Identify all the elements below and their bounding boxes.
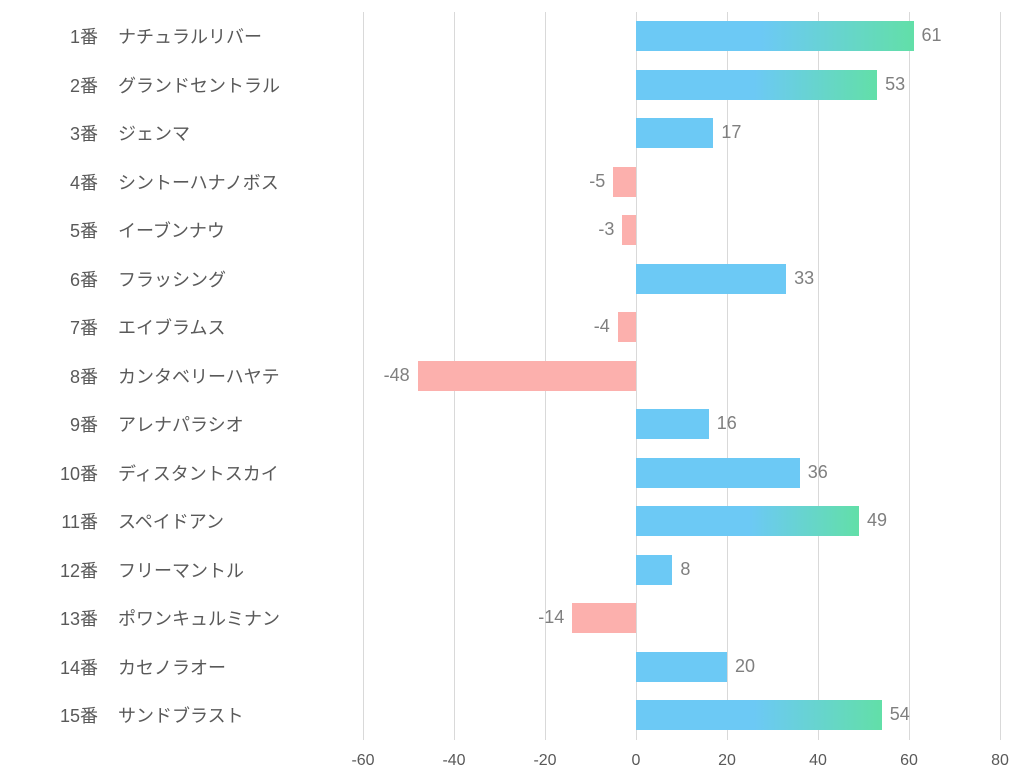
row-number: 5番 [38, 217, 98, 243]
row-name: アレナパラシオ [118, 411, 244, 437]
row-name: ポワンキュルミナン [118, 605, 280, 631]
bar [636, 70, 877, 100]
row-label: 12番フリーマントル [38, 557, 244, 583]
row-label: 11番スペイドアン [38, 508, 224, 534]
row-number: 3番 [38, 120, 98, 146]
gridline [909, 12, 910, 740]
value-label: -48 [384, 365, 410, 386]
row-label: 8番カンタベリーハヤテ [38, 363, 280, 389]
value-label: -4 [594, 316, 610, 337]
bar [636, 555, 672, 585]
value-label: 20 [735, 656, 755, 677]
row-label: 4番シントーハナノボス [38, 169, 279, 195]
row-name: サンドブラスト [118, 702, 244, 728]
row-number: 6番 [38, 266, 98, 292]
x-tick-label: 40 [809, 752, 827, 770]
row-label: 14番カセノラオー [38, 654, 226, 680]
row-name: フラッシング [118, 266, 226, 292]
value-label: 36 [808, 462, 828, 483]
row-name: ジェンマ [118, 120, 190, 146]
x-tick-label: -20 [533, 752, 556, 770]
horizontal-bar-chart: -60 -40 -20 0 20 40 60 80 1番ナチュラルリバー 61 2番グランドセントラ… [0, 0, 1022, 782]
row-label: 15番サンドブラスト [38, 702, 244, 728]
row-number: 2番 [38, 72, 98, 98]
value-label: 53 [885, 74, 905, 95]
row-number: 9番 [38, 411, 98, 437]
x-tick-label: -60 [351, 752, 374, 770]
gridline [363, 12, 364, 740]
row-name: ナチュラルリバー [118, 23, 262, 49]
row-name: カセノラオー [118, 654, 226, 680]
row-label: 13番ポワンキュルミナン [38, 605, 280, 631]
bar [618, 312, 636, 342]
row-name: イーブンナウ [118, 217, 225, 243]
value-label: 8 [680, 559, 690, 580]
x-tick-label: 20 [718, 752, 736, 770]
bar [636, 458, 800, 488]
row-label: 7番エイブラムス [38, 314, 225, 340]
bar [636, 700, 882, 730]
row-number: 1番 [38, 23, 98, 49]
gridline [818, 12, 819, 740]
row-name: カンタベリーハヤテ [118, 363, 280, 389]
bar [613, 167, 636, 197]
bar [572, 603, 636, 633]
bar [622, 215, 636, 245]
row-label: 6番フラッシング [38, 266, 226, 292]
value-label: 61 [922, 25, 942, 46]
bar [636, 506, 859, 536]
x-tick-label: 80 [991, 752, 1009, 770]
row-name: フリーマントル [118, 557, 244, 583]
bar [418, 361, 636, 391]
x-tick-label: 0 [632, 752, 641, 770]
value-label: 33 [794, 268, 814, 289]
row-number: 13番 [38, 605, 98, 631]
row-number: 7番 [38, 314, 98, 340]
value-label: 49 [867, 510, 887, 531]
row-number: 10番 [38, 460, 98, 486]
bar [636, 652, 727, 682]
row-name: グランドセントラル [118, 72, 280, 98]
row-name: シントーハナノボス [118, 169, 279, 195]
row-name: スペイドアン [118, 508, 224, 534]
row-name: エイブラムス [118, 314, 225, 340]
row-number: 12番 [38, 557, 98, 583]
row-number: 11番 [38, 508, 98, 534]
bar [636, 118, 713, 148]
row-label: 10番ディスタントスカイ [38, 460, 279, 486]
value-label: 16 [717, 413, 737, 434]
row-number: 8番 [38, 363, 98, 389]
gridline [1000, 12, 1001, 740]
row-label: 1番ナチュラルリバー [38, 23, 262, 49]
row-number: 14番 [38, 654, 98, 680]
row-label: 5番イーブンナウ [38, 217, 225, 243]
bar [636, 264, 786, 294]
row-label: 3番ジェンマ [38, 120, 190, 146]
x-tick-label: 60 [900, 752, 918, 770]
bar [636, 21, 914, 51]
x-tick-label: -40 [442, 752, 465, 770]
value-label: -5 [589, 171, 605, 192]
row-label: 9番アレナパラシオ [38, 411, 244, 437]
value-label: -3 [598, 219, 614, 240]
row-number: 15番 [38, 702, 98, 728]
value-label: 17 [721, 122, 741, 143]
value-label: 54 [890, 704, 910, 725]
row-label: 2番グランドセントラル [38, 72, 280, 98]
row-number: 4番 [38, 169, 98, 195]
value-label: -14 [538, 607, 564, 628]
bar [636, 409, 709, 439]
row-name: ディスタントスカイ [118, 460, 279, 486]
